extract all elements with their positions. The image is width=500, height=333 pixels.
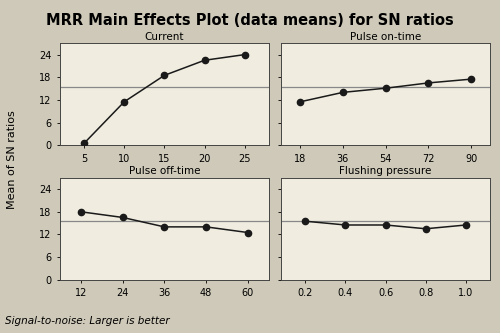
Title: Pulse off-time: Pulse off-time bbox=[128, 166, 200, 176]
Text: Mean of SN ratios: Mean of SN ratios bbox=[8, 111, 18, 209]
Title: Current: Current bbox=[144, 32, 184, 42]
Text: Signal-to-noise: Larger is better: Signal-to-noise: Larger is better bbox=[5, 316, 170, 326]
Text: MRR Main Effects Plot (data means) for SN ratios: MRR Main Effects Plot (data means) for S… bbox=[46, 13, 454, 28]
Title: Pulse on-time: Pulse on-time bbox=[350, 32, 422, 42]
Title: Flushing pressure: Flushing pressure bbox=[340, 166, 432, 176]
